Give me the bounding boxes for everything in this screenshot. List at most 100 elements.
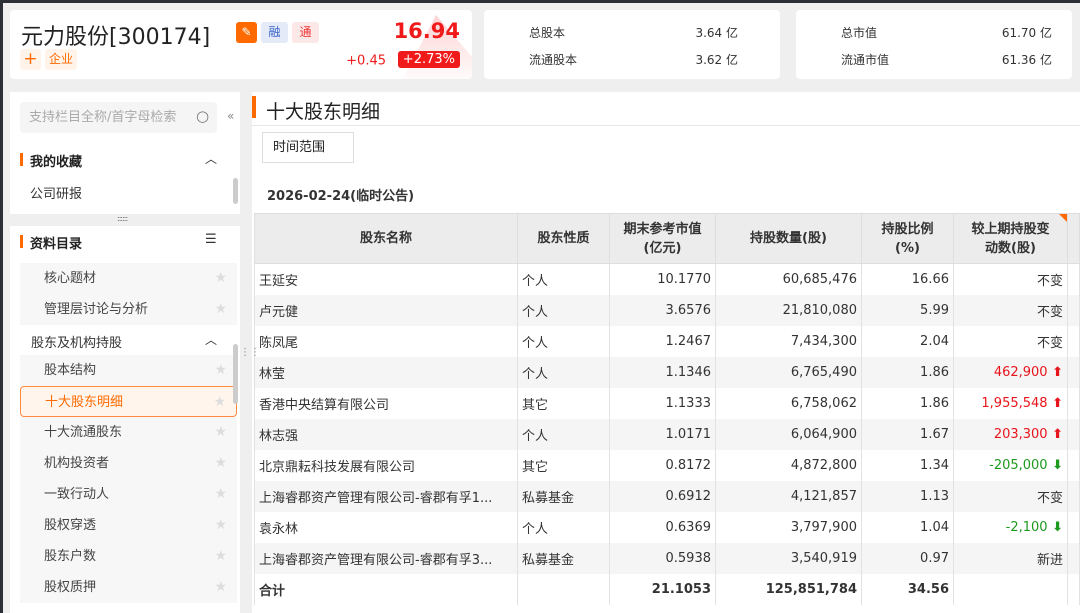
resize-handle[interactable]: :::::: — [117, 214, 128, 223]
search-input[interactable]: 支持栏目全称/首字母检索 — [20, 102, 217, 133]
cell-text: 1.0171 — [665, 426, 712, 442]
cell-text: 合计 — [259, 583, 286, 599]
cell-text: 0.97 — [920, 550, 949, 566]
cell-text: 0.6912 — [665, 488, 712, 504]
nav-label: 机构投资者 — [44, 456, 110, 471]
nav-item[interactable]: 一致行动人 ★ — [20, 479, 237, 510]
list-collapse-icon[interactable]: ☰ — [205, 232, 217, 247]
table-row[interactable]: 林莹 个人 1.1346 6,765,490 1.86 462,900 ⬆ — [254, 356, 1080, 388]
chevron-up-icon[interactable]: ︿ — [205, 152, 218, 166]
shareholders-table: 股东名称 股东性质 期末参考市值 (亿元) 持股数量(股) 持股比例 (%) 较上期持股变… — [254, 213, 1080, 605]
cell-text: 新进 — [1036, 552, 1063, 568]
shareholder-type: 个人 — [517, 511, 610, 543]
column-header[interactable]: 较上期持股变 动数(股) — [953, 213, 1068, 264]
nav-group-shareholders[interactable]: 股东及机构持股 — [31, 336, 123, 351]
stock-name: 元力股份[300174] — [21, 25, 211, 50]
catalog-title: 资料目录 — [30, 237, 83, 252]
chevron-up-icon[interactable]: ︿ — [205, 333, 218, 347]
column-header[interactable]: 持股比例 (%) — [861, 213, 954, 264]
cell-text: 203,300 — [993, 426, 1048, 442]
cell-text: 卢元健 — [259, 304, 299, 320]
column-header[interactable]: 持股数量(股) — [715, 213, 862, 264]
scrollbar[interactable] — [233, 178, 238, 204]
nav-item-core-themes[interactable]: 核心题材 ★ — [20, 263, 237, 294]
market-value: 0.6369 — [609, 511, 716, 543]
column-header[interactable]: 期末参考市值 (亿元) — [609, 213, 716, 264]
shareholder-name: 香港中央结算有限公司 — [254, 387, 518, 419]
column-header[interactable]: 股东名称 — [254, 213, 518, 264]
column-header[interactable]: 股东性质 — [517, 213, 610, 264]
shareholder-name: 陈凤尾 — [254, 325, 518, 357]
nav-item[interactable]: 股东户数 ★ — [20, 541, 237, 572]
share-count: 60,685,476 — [715, 263, 862, 295]
star-icon[interactable]: ★ — [214, 455, 227, 471]
share-count: 3,540,919 — [715, 542, 862, 574]
collapse-sidebar-icon[interactable]: « — [227, 109, 235, 123]
search-icon[interactable]: ○ — [196, 107, 210, 125]
nav-item-mda[interactable]: 管理层讨论与分析 ★ — [20, 294, 237, 325]
empty-cell — [1067, 573, 1080, 605]
cell-text: 1.86 — [920, 364, 949, 380]
cell-text: -205,000 — [989, 457, 1048, 473]
edit-icon[interactable]: ✎ — [236, 22, 257, 43]
star-icon[interactable]: ★ — [214, 301, 227, 317]
share-change: -205,000 ⬇ — [953, 449, 1068, 481]
nav-item[interactable]: 股本结构 ★ — [20, 355, 237, 386]
nav-item[interactable]: 机构投资者 ★ — [20, 448, 237, 479]
share-count: 6,758,062 — [715, 387, 862, 419]
star-icon[interactable]: ★ — [214, 424, 227, 440]
scrollbar[interactable] — [233, 344, 238, 404]
time-range-button[interactable]: 时间范围 — [262, 132, 354, 163]
star-icon[interactable]: ★ — [214, 270, 227, 286]
cell-text: 个人 — [522, 335, 549, 351]
stat-value: 3.62 亿 — [695, 53, 738, 67]
divider — [252, 125, 1080, 126]
cell-text: 1.13 — [920, 488, 949, 504]
resize-handle[interactable]: ⋮⋮ — [240, 347, 260, 358]
table-row[interactable]: 袁永林 个人 0.6369 3,797,900 1.04 -2,100 ⬇ — [254, 511, 1080, 543]
market-value: 1.1333 — [609, 387, 716, 419]
market-value-card: 总市值 61.70 亿 流通市值 61.36 亿 — [796, 10, 1072, 79]
table-row[interactable]: 香港中央结算有限公司 其它 1.1333 6,758,062 1.86 1,955,548… — [254, 387, 1080, 419]
window-frame — [0, 0, 3, 613]
table-row[interactable]: 北京鼎耘科技发展有限公司 其它 0.8172 4,872,800 1.34 -205,00… — [254, 449, 1080, 481]
total-row[interactable]: 合计 21.1053 125,851,784 34.56 — [254, 573, 1080, 605]
share-pct: 5.99 — [861, 294, 954, 326]
cell-text: 北京鼎耘科技发展有限公司 — [259, 459, 416, 475]
star-icon[interactable]: ★ — [214, 548, 227, 564]
favorite-item[interactable]: 公司研报 — [30, 187, 83, 202]
nav-item[interactable]: 股权穿透 ★ — [20, 510, 237, 541]
add-icon[interactable]: + — [20, 49, 41, 70]
stock-quote-card: 元力股份[300174] ✎ 融 通 + 企业 16.94 +0.45 +2.7… — [10, 10, 472, 79]
shareholder-name: 林莹 — [254, 356, 518, 388]
table-row[interactable]: 卢元健 个人 3.6576 21,810,080 5.99 不变 — [254, 294, 1080, 326]
market-value: 10.1770 — [609, 263, 716, 295]
shareholder-type: 其它 — [517, 449, 610, 481]
table-row[interactable]: 林志强 个人 1.0171 6,064,900 1.67 203,300 ⬆ — [254, 418, 1080, 450]
nav-label: 股本结构 — [44, 363, 97, 378]
nav-item[interactable]: 股权质押 ★ — [20, 572, 237, 603]
star-icon[interactable]: ★ — [214, 486, 227, 502]
enterprise-tag: 企业 — [45, 49, 77, 70]
cell-text: 上海睿郡资产管理有限公司-睿郡有孚3... — [259, 552, 493, 568]
market-value: 1.0171 — [609, 418, 716, 450]
table-row[interactable]: 王延安 个人 10.1770 60,685,476 16.66 不变 — [254, 263, 1080, 295]
star-icon[interactable]: ★ — [213, 394, 226, 410]
star-icon[interactable]: ★ — [214, 362, 227, 378]
star-icon[interactable]: ★ — [214, 517, 227, 533]
cell-text: 私募基金 — [522, 552, 575, 568]
nav-item[interactable]: 十大流通股东 ★ — [20, 417, 237, 448]
share-change: 不变 — [953, 480, 1068, 512]
table-row[interactable]: 上海睿郡资产管理有限公司-睿郡有孚1... 私募基金 0.6912 4,121,857… — [254, 480, 1080, 512]
share-change: 不变 — [953, 263, 1068, 295]
favorites-title: 我的收藏 — [30, 155, 83, 170]
section-marker — [20, 153, 23, 166]
table-row[interactable]: 陈凤尾 个人 1.2467 7,434,300 2.04 不变 — [254, 325, 1080, 357]
star-icon[interactable]: ★ — [214, 579, 227, 595]
nav-label: 股东户数 — [44, 549, 97, 564]
cell-text: 0.8172 — [665, 457, 712, 473]
table-row[interactable]: 上海睿郡资产管理有限公司-睿郡有孚3... 私募基金 0.5938 3,540,919… — [254, 542, 1080, 574]
cell-text: -2,100 — [1005, 519, 1048, 535]
nav-item[interactable]: 十大股东明细 ★ — [20, 386, 237, 417]
shareholder-type: 其它 — [517, 387, 610, 419]
